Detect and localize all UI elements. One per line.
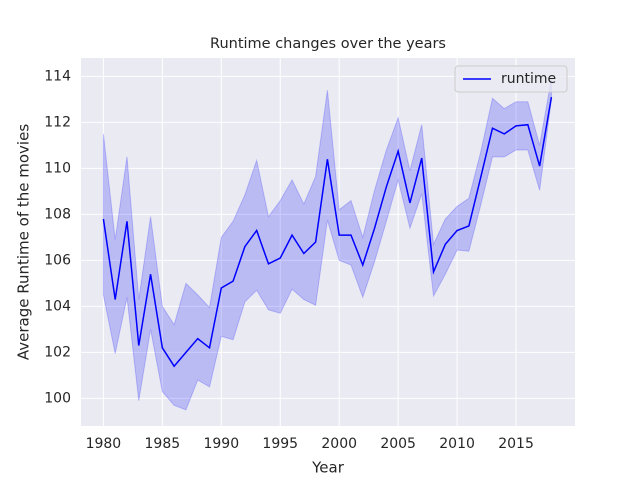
y-tick-label: 110: [44, 160, 71, 176]
y-tick-label: 108: [44, 206, 71, 222]
marks: [102, 78, 553, 411]
chart-title: Runtime changes over the years: [210, 36, 446, 52]
x-tick-label: 2000: [321, 436, 357, 452]
x-axis-label: Year: [311, 459, 345, 477]
y-tick-label: 100: [44, 390, 71, 406]
legend-label: runtime: [501, 71, 556, 87]
x-tick-label: 1995: [262, 436, 298, 452]
y-tick-label: 106: [44, 252, 71, 268]
y-tick-label: 102: [44, 344, 71, 360]
x-tick-label: 2005: [380, 436, 416, 452]
y-tick-label: 114: [44, 68, 71, 84]
line: [102, 96, 553, 368]
legend-box: [454, 65, 568, 93]
grid: [81, 58, 575, 426]
x-tick-label: 2010: [439, 436, 475, 452]
x-tick-label: 1980: [86, 436, 122, 452]
x-tick-label: 1990: [203, 436, 239, 452]
plot-area: [81, 58, 575, 426]
y-axis-label: Average Runtime of the movies: [15, 124, 33, 360]
x-tick-label: 1985: [145, 436, 181, 452]
x-tick-label: 2015: [498, 436, 534, 452]
y-tick-label: 104: [44, 298, 71, 314]
y-tick-label: 112: [44, 114, 71, 130]
